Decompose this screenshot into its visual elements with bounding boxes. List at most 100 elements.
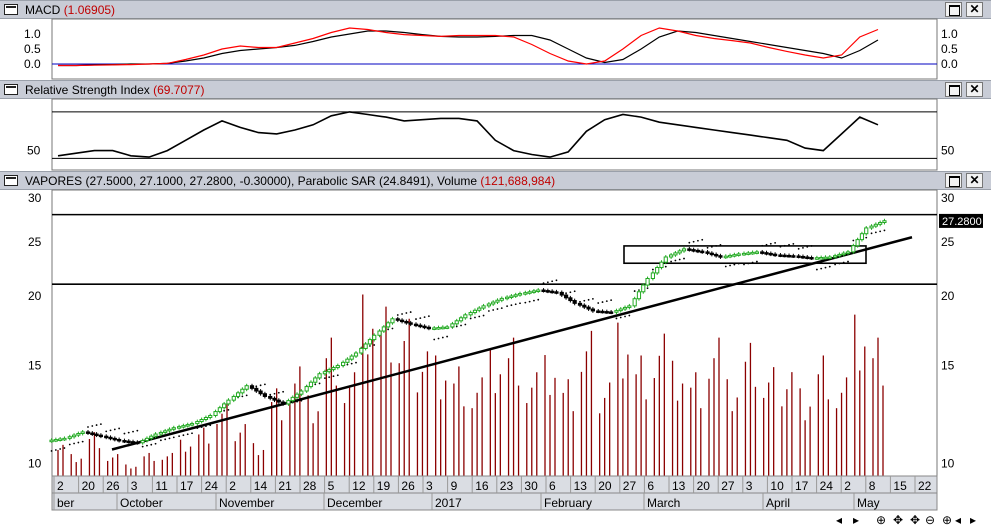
- sar-dot: [678, 258, 681, 261]
- candle-body: [163, 430, 168, 433]
- candle-body: [495, 299, 500, 303]
- nav-button[interactable]: ✥: [893, 513, 903, 527]
- candle-body: [760, 251, 765, 254]
- candle-body: [622, 306, 628, 310]
- candle-body: [669, 254, 674, 258]
- candle-body: [604, 311, 609, 314]
- sar-dot: [865, 236, 868, 239]
- candle-body: [468, 312, 473, 316]
- rsi-tick-right: 50: [941, 144, 955, 158]
- sar-dot: [118, 427, 121, 430]
- candle-body: [582, 304, 587, 308]
- sar-dot: [105, 430, 108, 433]
- macd-title-text: MACD: [25, 3, 61, 17]
- candle-body: [286, 400, 291, 405]
- volume-value: (121,688,984): [480, 174, 556, 188]
- candle-body: [231, 395, 236, 401]
- nav-button[interactable]: ⊕: [942, 513, 952, 527]
- candle-body: [764, 252, 769, 255]
- candle-body: [691, 249, 696, 252]
- sar-dot: [355, 361, 357, 364]
- sar-dot: [318, 382, 321, 385]
- sar-dot: [751, 261, 754, 264]
- candle-body: [349, 355, 354, 360]
- nav-button[interactable]: ✥: [910, 513, 920, 527]
- close-button[interactable]: ✕: [966, 82, 983, 97]
- candle-body: [122, 440, 127, 443]
- sar-dot: [719, 243, 722, 246]
- day-label: 3: [426, 479, 433, 493]
- candle-body: [864, 227, 869, 235]
- sar-dot: [569, 291, 572, 294]
- nav-button[interactable]: ▸: [853, 513, 859, 527]
- day-label: 20: [82, 479, 96, 493]
- day-label: 24: [820, 479, 834, 493]
- price-tick-right: 15: [941, 359, 955, 373]
- macd-tick-right: 0.0: [941, 57, 958, 71]
- sar-dot: [802, 246, 804, 249]
- day-label: 8: [869, 479, 876, 493]
- candle-body: [687, 248, 692, 251]
- candle-body: [750, 251, 755, 255]
- sar-dot: [446, 335, 449, 338]
- rsi-tick-left: 50: [27, 144, 41, 158]
- sar-dot: [591, 297, 594, 300]
- sar-dot: [670, 260, 673, 263]
- candle-body: [203, 417, 209, 421]
- sar-dot: [95, 424, 98, 426]
- sar-dot: [54, 449, 57, 451]
- sar-dot: [697, 239, 699, 242]
- candle-body: [359, 347, 364, 354]
- sar-dot: [806, 245, 809, 248]
- day-label: 3: [746, 479, 753, 493]
- sar-dot: [328, 376, 331, 379]
- candle-body: [819, 256, 824, 260]
- maximize-button[interactable]: [945, 2, 962, 17]
- nav-button[interactable]: ◂: [836, 513, 842, 527]
- sar-dot: [688, 241, 691, 244]
- sar-dot: [500, 307, 503, 309]
- sar-dot: [245, 394, 248, 397]
- candle-body: [614, 310, 619, 313]
- candle-body: [440, 326, 445, 330]
- candle-body: [426, 326, 431, 330]
- candle-body: [395, 318, 400, 321]
- candle-body: [882, 220, 887, 224]
- maximize-button[interactable]: [945, 82, 962, 97]
- candle-body: [481, 305, 486, 309]
- sar-dot: [405, 312, 408, 314]
- close-button[interactable]: ✕: [966, 173, 983, 188]
- price-title-text: VAPORES (27.5000, 27.1000, 27.2800, -0.3…: [25, 174, 478, 188]
- nav-button[interactable]: ▸: [970, 513, 976, 527]
- candle-body: [550, 290, 555, 294]
- sar-dot: [50, 450, 53, 452]
- candle-body: [632, 298, 637, 307]
- candle-body: [299, 390, 304, 395]
- candle-body: [185, 424, 190, 427]
- candle-body: [695, 249, 701, 253]
- close-button[interactable]: ✕: [966, 2, 983, 17]
- sar-dot: [646, 287, 649, 290]
- candle-body: [149, 435, 154, 439]
- sar-dot: [387, 328, 390, 331]
- candle-body: [833, 255, 838, 258]
- plot-area: [51, 18, 938, 80]
- sar-dot: [769, 242, 772, 245]
- sar-dot: [209, 424, 212, 427]
- sar-dot: [81, 440, 84, 443]
- sar-dot: [296, 400, 298, 403]
- day-label: 2: [844, 479, 851, 493]
- sar-dot: [792, 242, 795, 245]
- sar-dot: [624, 315, 626, 318]
- sar-dot: [186, 433, 189, 436]
- candle-body: [590, 308, 595, 312]
- sar-dot: [159, 439, 162, 442]
- sar-dot: [715, 244, 718, 247]
- nav-button[interactable]: ◂: [955, 513, 961, 527]
- nav-button[interactable]: ⊖: [925, 513, 935, 527]
- candle-body: [71, 434, 77, 438]
- sar-dot: [409, 311, 412, 313]
- rsi-title-text: Relative Strength Index: [25, 83, 150, 97]
- nav-button[interactable]: ⊕: [876, 513, 886, 527]
- maximize-button[interactable]: [945, 173, 962, 188]
